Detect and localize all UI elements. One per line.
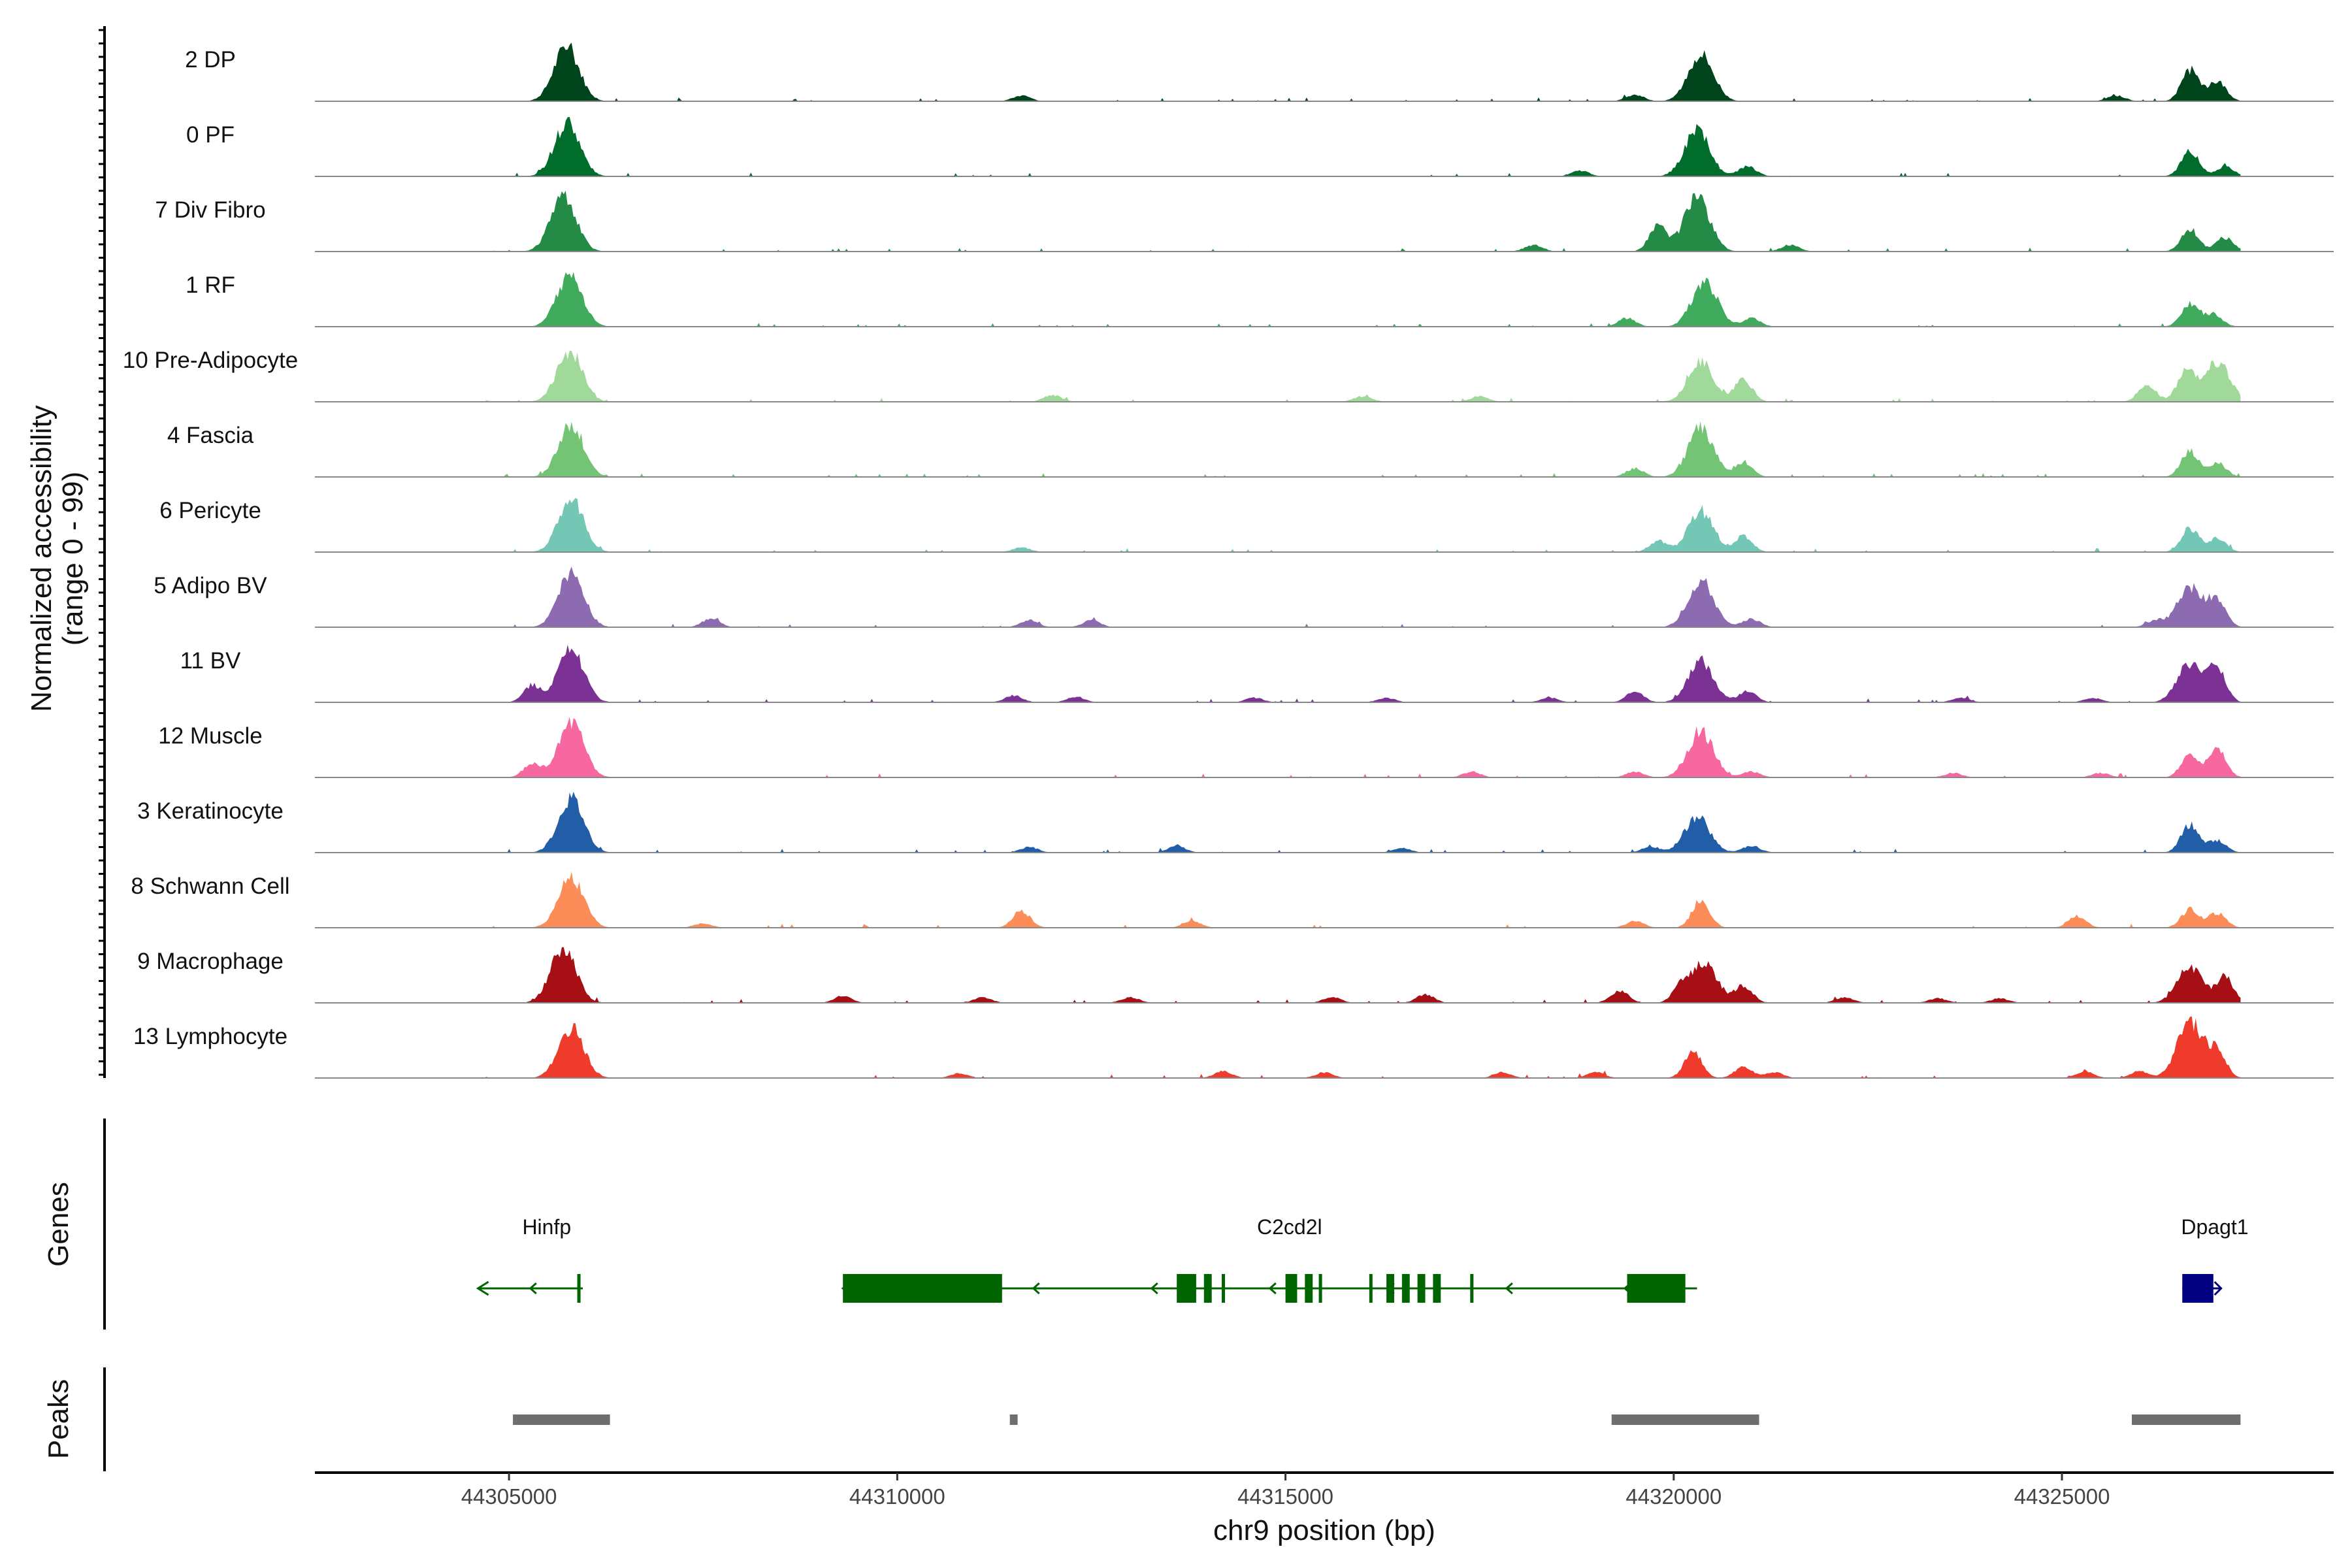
peak-region: [1009, 1414, 1018, 1425]
track-8: 5 Adipo BV: [154, 566, 2334, 628]
strand-arrow: [2213, 1281, 2223, 1296]
gene-Hinfp: Hinfp: [476, 1215, 583, 1303]
strand-arrow: [1386, 1282, 1395, 1295]
coverage-area: [485, 644, 2241, 702]
peak-region: [2132, 1414, 2241, 1425]
strand-arrow: [841, 1281, 854, 1296]
x-tick-label: 44305000: [461, 1484, 557, 1509]
track-11: 3 Keratinocyte: [137, 791, 2334, 853]
track-label: 4 Fascia: [167, 423, 254, 448]
strand-arrow: [2195, 1282, 2204, 1295]
x-tick-label: 44310000: [849, 1484, 945, 1509]
track-9: 11 BV: [180, 644, 2334, 703]
strand-arrow: [1623, 1282, 1631, 1295]
coverage-area: [485, 947, 2241, 1003]
coverage-area: [485, 117, 2241, 176]
x-tick-label: 44315000: [1237, 1484, 1333, 1509]
track-label: 12 Muscle: [158, 723, 263, 749]
track-14: 13 Lymphocyte: [133, 1016, 2334, 1079]
coverage-area: [485, 42, 2241, 101]
track-5: 10 Pre-Adipocyte: [123, 348, 2334, 402]
genes-panel: Genes Hinfp C2cd2l Dpagt1: [42, 1119, 2249, 1330]
track-label: 11 BV: [180, 648, 241, 674]
peak-region: [513, 1414, 610, 1425]
peaks-track-label: Peaks: [42, 1379, 74, 1459]
track-2: 0 PF: [186, 117, 2334, 177]
gene-exon: [1401, 1274, 1410, 1303]
gene-label: Hinfp: [522, 1215, 571, 1239]
track-label: 0 PF: [186, 122, 235, 148]
track-label: 2 DP: [185, 47, 236, 73]
gene-exon: [1203, 1274, 1212, 1303]
gene-exon: [843, 1274, 1002, 1303]
track-6: 4 Fascia: [167, 421, 2334, 478]
track-label: 8 Schwann Cell: [131, 874, 289, 899]
track-1: 2 DP: [185, 42, 2334, 102]
coverage-area: [485, 272, 2241, 327]
gene-exon: [2182, 1274, 2213, 1303]
peaks-panel: Peaks: [42, 1367, 2241, 1471]
coverage-area: [485, 350, 2241, 402]
coverage-area: [485, 498, 2241, 552]
gene-label: Dpagt1: [2181, 1215, 2248, 1239]
coverage-area: [485, 190, 2241, 252]
gene-Dpagt1: Dpagt1: [2181, 1215, 2249, 1303]
x-tick-label: 44325000: [2014, 1484, 2110, 1509]
gene-C2cd2l: C2cd2l: [841, 1215, 1697, 1303]
strand-arrow: [913, 1282, 922, 1295]
y-axis: [99, 26, 106, 1078]
coverage-area: [485, 421, 2241, 477]
gene-exon: [1417, 1274, 1426, 1303]
track-3: 7 Div Fibro: [155, 190, 2334, 252]
coverage-area: [485, 717, 2241, 777]
x-axis: 44305000 44310000 44315000 44320000 44325000: [315, 1471, 2334, 1509]
genes-track-label: Genes: [42, 1182, 74, 1267]
coverage-tracks: 2 DP 0 PF 7 Div Fibro 1 RF 10 Pre-Adipocyte 4…: [123, 42, 2334, 1079]
gene-exon: [1305, 1274, 1313, 1303]
strand-arrow: [1505, 1282, 1513, 1295]
track-label: 5 Adipo BV: [154, 573, 267, 598]
x-tick-label: 44320000: [1625, 1484, 1722, 1509]
gene-exon: [1386, 1274, 1394, 1303]
track-label: 7 Div Fibro: [155, 197, 265, 223]
track-label: 3 Keratinocyte: [137, 798, 284, 824]
gene-label: C2cd2l: [1257, 1215, 1322, 1239]
strand-arrow: [476, 1281, 489, 1296]
track-7: 6 Pericyte: [159, 498, 2334, 553]
strand-arrow: [1268, 1282, 1277, 1295]
strand-arrow: [1032, 1282, 1040, 1295]
track-label: 9 Macrophage: [137, 949, 284, 974]
track-label: 13 Lymphocyte: [133, 1024, 287, 1049]
track-12: 8 Schwann Cell: [131, 872, 2334, 928]
gene-exon: [1285, 1274, 1298, 1303]
gene-exon: [1627, 1274, 1686, 1303]
coverage-area: [485, 1016, 2241, 1078]
strand-arrow: [529, 1282, 537, 1295]
gene-exon: [1177, 1274, 1196, 1303]
strand-arrow: [1150, 1282, 1158, 1295]
coverage-area: [485, 872, 2241, 928]
peak-region: [1611, 1414, 1759, 1425]
gene-exon: [1433, 1274, 1441, 1303]
y-axis-range: (range 0 - 99): [57, 472, 89, 646]
coverage-area: [485, 791, 2241, 853]
coverage-area: [485, 566, 2241, 627]
track-label: 6 Pericyte: [159, 498, 261, 523]
track-label: 10 Pre-Adipocyte: [123, 348, 298, 373]
track-13: 9 Macrophage: [137, 947, 2334, 1004]
track-4: 1 RF: [186, 272, 2334, 327]
track-label: 1 RF: [186, 272, 235, 298]
y-axis-title: Normalized accessibility: [25, 405, 57, 711]
track-10: 12 Muscle: [158, 717, 2334, 778]
x-axis-title: chr9 position (bp): [1213, 1514, 1435, 1546]
